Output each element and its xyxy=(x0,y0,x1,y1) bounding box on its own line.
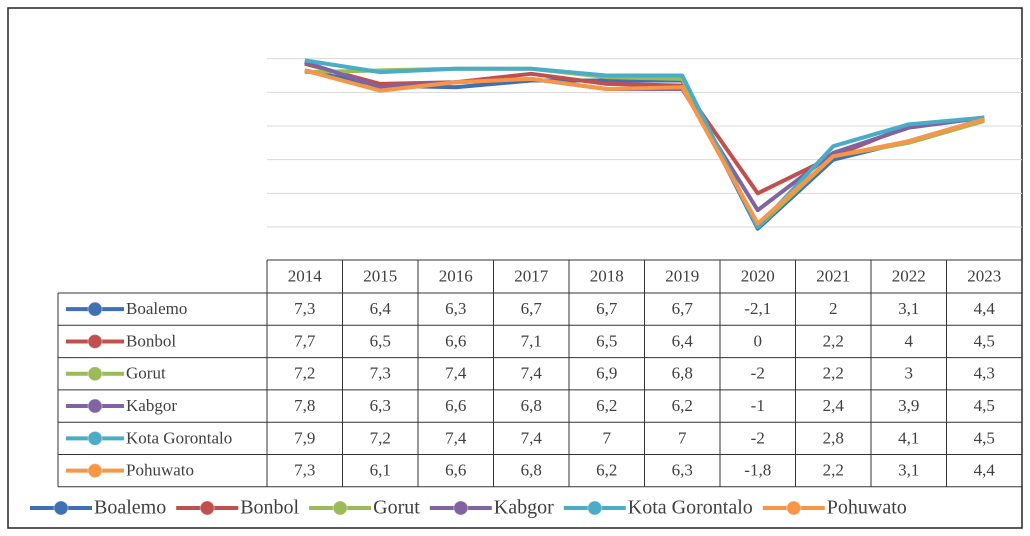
cell-value: 7,9 xyxy=(294,428,315,447)
cell-value: 7 xyxy=(678,428,687,447)
cell-value: 4,5 xyxy=(974,428,995,447)
row-label: Gorut xyxy=(126,364,166,383)
cell-value: 6,7 xyxy=(672,299,694,318)
legend-label: Bonbol xyxy=(240,497,299,519)
row-label: Pohuwato xyxy=(126,461,194,480)
cell-value: 6,7 xyxy=(521,299,543,318)
cell-value: 7,2 xyxy=(294,364,315,383)
cell-value: 4,3 xyxy=(974,364,995,383)
cell-value: 2,2 xyxy=(823,364,844,383)
cell-value: 6,2 xyxy=(596,461,617,480)
cell-value: 6,2 xyxy=(596,396,617,415)
cell-value: 7,3 xyxy=(370,364,391,383)
cell-value: 3,1 xyxy=(898,461,919,480)
cell-value: 6,8 xyxy=(521,461,542,480)
legend-label: Kota Gorontalo xyxy=(628,497,753,519)
cell-value: 7,4 xyxy=(521,364,543,383)
cell-value: 6,3 xyxy=(672,461,693,480)
cell-value: 6,2 xyxy=(672,396,693,415)
cell-value: -1,8 xyxy=(744,461,771,480)
cell-value: 6,3 xyxy=(445,299,466,318)
row-label: Bonbol xyxy=(126,331,176,350)
legend-label: Kabgor xyxy=(494,497,554,519)
cell-value: 2,8 xyxy=(823,428,844,447)
series-line xyxy=(304,58,985,229)
cell-value: 3,9 xyxy=(898,396,919,415)
cell-value: 4,1 xyxy=(898,428,919,447)
x-tick-label: 2014 xyxy=(288,266,323,285)
cell-value: -2,1 xyxy=(744,299,771,318)
cell-value: 3 xyxy=(905,364,914,383)
cell-value: 7 xyxy=(603,428,612,447)
legend-label: Pohuwato xyxy=(827,497,907,519)
cell-value: 0 xyxy=(754,331,763,350)
row-label: Kabgor xyxy=(126,396,177,415)
legend-key-marker xyxy=(87,398,103,414)
cell-value: 7,4 xyxy=(521,428,543,447)
legend-label: Gorut xyxy=(373,497,420,519)
cell-value: -1 xyxy=(751,396,765,415)
legend-key-marker xyxy=(587,500,603,516)
legend-key-marker xyxy=(53,500,69,516)
cell-value: 7,2 xyxy=(370,428,391,447)
legend-key-marker xyxy=(87,463,103,479)
cell-value: 7,7 xyxy=(294,331,316,350)
cell-value: 6,1 xyxy=(370,461,391,480)
cell-value: 6,5 xyxy=(596,331,617,350)
x-tick-label: 2019 xyxy=(665,266,699,285)
x-tick-label: 2021 xyxy=(816,266,850,285)
legend-key-marker xyxy=(87,301,103,317)
cell-value: 4,5 xyxy=(974,396,995,415)
cell-value: 2,4 xyxy=(823,396,845,415)
legend-key-marker xyxy=(87,430,103,446)
x-tick-label: 2016 xyxy=(439,266,473,285)
legend-label: Boalemo xyxy=(94,497,166,519)
cell-value: 7,4 xyxy=(445,428,467,447)
cell-value: 4,4 xyxy=(974,461,996,480)
legend-key-marker xyxy=(87,366,103,382)
cell-value: 4,4 xyxy=(974,299,996,318)
row-label: Boalemo xyxy=(126,299,187,318)
cell-value: 6,5 xyxy=(370,331,391,350)
cell-value: 2 xyxy=(829,299,838,318)
legend-key-marker xyxy=(199,500,215,516)
legend-key-marker xyxy=(332,500,348,516)
cell-value: 7,3 xyxy=(294,461,315,480)
x-tick-label: 2022 xyxy=(892,266,926,285)
cell-value: 7,8 xyxy=(294,396,315,415)
cell-value: 6,9 xyxy=(596,364,617,383)
x-tick-label: 2020 xyxy=(741,266,775,285)
row-label: Kota Gorontalo xyxy=(126,428,232,447)
cell-value: 6,6 xyxy=(445,396,466,415)
cell-value: -2 xyxy=(751,364,765,383)
legend-key-marker xyxy=(786,500,802,516)
cell-value: 6,4 xyxy=(672,331,694,350)
cell-value: 2,2 xyxy=(823,331,844,350)
legend-key-marker xyxy=(453,500,469,516)
cell-value: 6,8 xyxy=(521,396,542,415)
cell-value: 7,1 xyxy=(521,331,542,350)
cell-value: 6,4 xyxy=(370,299,392,318)
x-tick-label: 2023 xyxy=(967,266,1001,285)
cell-value: 6,7 xyxy=(596,299,618,318)
cell-value: 6,3 xyxy=(370,396,391,415)
cell-value: 6,8 xyxy=(672,364,693,383)
x-tick-label: 2018 xyxy=(590,266,624,285)
x-tick-label: 2015 xyxy=(363,266,397,285)
legend-key-marker xyxy=(87,333,103,349)
cell-value: 4,5 xyxy=(974,331,995,350)
cell-value: 3,1 xyxy=(898,299,919,318)
cell-value: 2,2 xyxy=(823,461,844,480)
cell-value: 7,3 xyxy=(294,299,315,318)
cell-value: 4 xyxy=(905,331,914,350)
chart-border xyxy=(7,7,1023,529)
x-tick-label: 2017 xyxy=(514,266,549,285)
cell-value: 7,4 xyxy=(445,364,467,383)
cell-value: 6,6 xyxy=(445,461,466,480)
cell-value: 6,6 xyxy=(445,331,466,350)
series-line xyxy=(304,68,985,226)
cell-value: -2 xyxy=(751,428,765,447)
